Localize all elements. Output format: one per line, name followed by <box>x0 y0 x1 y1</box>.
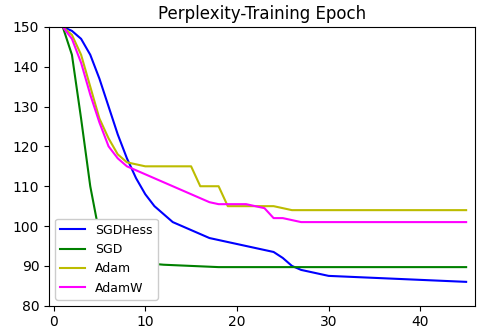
Title: Perplexity-Training Epoch: Perplexity-Training Epoch <box>158 5 366 23</box>
Legend: SGDHess, SGD, Adam, AdamW: SGDHess, SGD, Adam, AdamW <box>55 219 158 299</box>
